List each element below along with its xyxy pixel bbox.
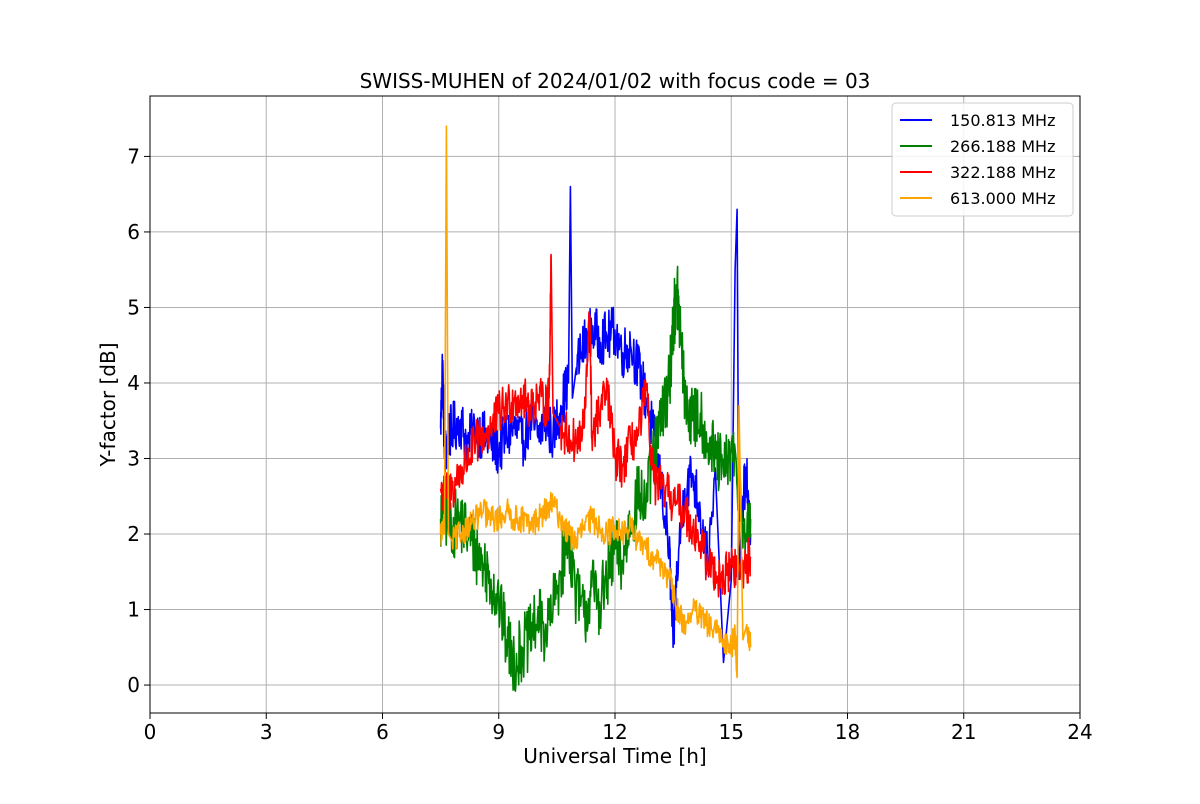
y-axis-label: Y-factor [dB] [96,342,120,467]
y-tick-label: 0 [127,673,140,697]
y-tick-label: 2 [127,522,140,546]
y-tick-label: 5 [127,295,140,319]
legend-entry-label: 322.188 MHz [950,163,1055,182]
x-tick-label: 15 [719,720,744,744]
legend-entry-label: 150.813 MHz [950,111,1055,130]
x-tick-label: 24 [1067,720,1092,744]
x-tick-label: 12 [602,720,627,744]
x-tick-label: 18 [835,720,860,744]
y-tick-label: 3 [127,446,140,470]
y-tick-label: 7 [127,144,140,168]
y-tick-label: 6 [127,220,140,244]
x-axis-ticks: 0 3 6 9 12 15 18 21 24 [144,713,1093,744]
x-axis-label: Universal Time [h] [523,744,706,768]
series-line-4 [439,125,752,679]
legend: 150.813 MHz 266.188 MHz 322.188 MHz 613.000… [891,102,1074,217]
legend-box [891,102,1074,217]
chart-title: SWISS-MUHEN of 2024/01/02 with focus cod… [360,69,871,93]
series-line-3 [439,253,752,598]
y-tick-label: 4 [127,371,140,395]
y-axis-ticks: 0 1 2 3 4 5 6 7 [127,144,150,697]
series-layer [439,125,752,692]
y-tick-label: 1 [127,598,140,622]
x-tick-label: 21 [951,720,976,744]
series-line-2 [439,265,752,692]
legend-entry-label: 613.000 MHz [950,189,1055,208]
legend-entry-label: 266.188 MHz [950,137,1055,156]
x-tick-label: 3 [260,720,273,744]
x-tick-label: 6 [376,720,389,744]
x-tick-label: 9 [492,720,505,744]
x-tick-label: 0 [144,720,157,744]
